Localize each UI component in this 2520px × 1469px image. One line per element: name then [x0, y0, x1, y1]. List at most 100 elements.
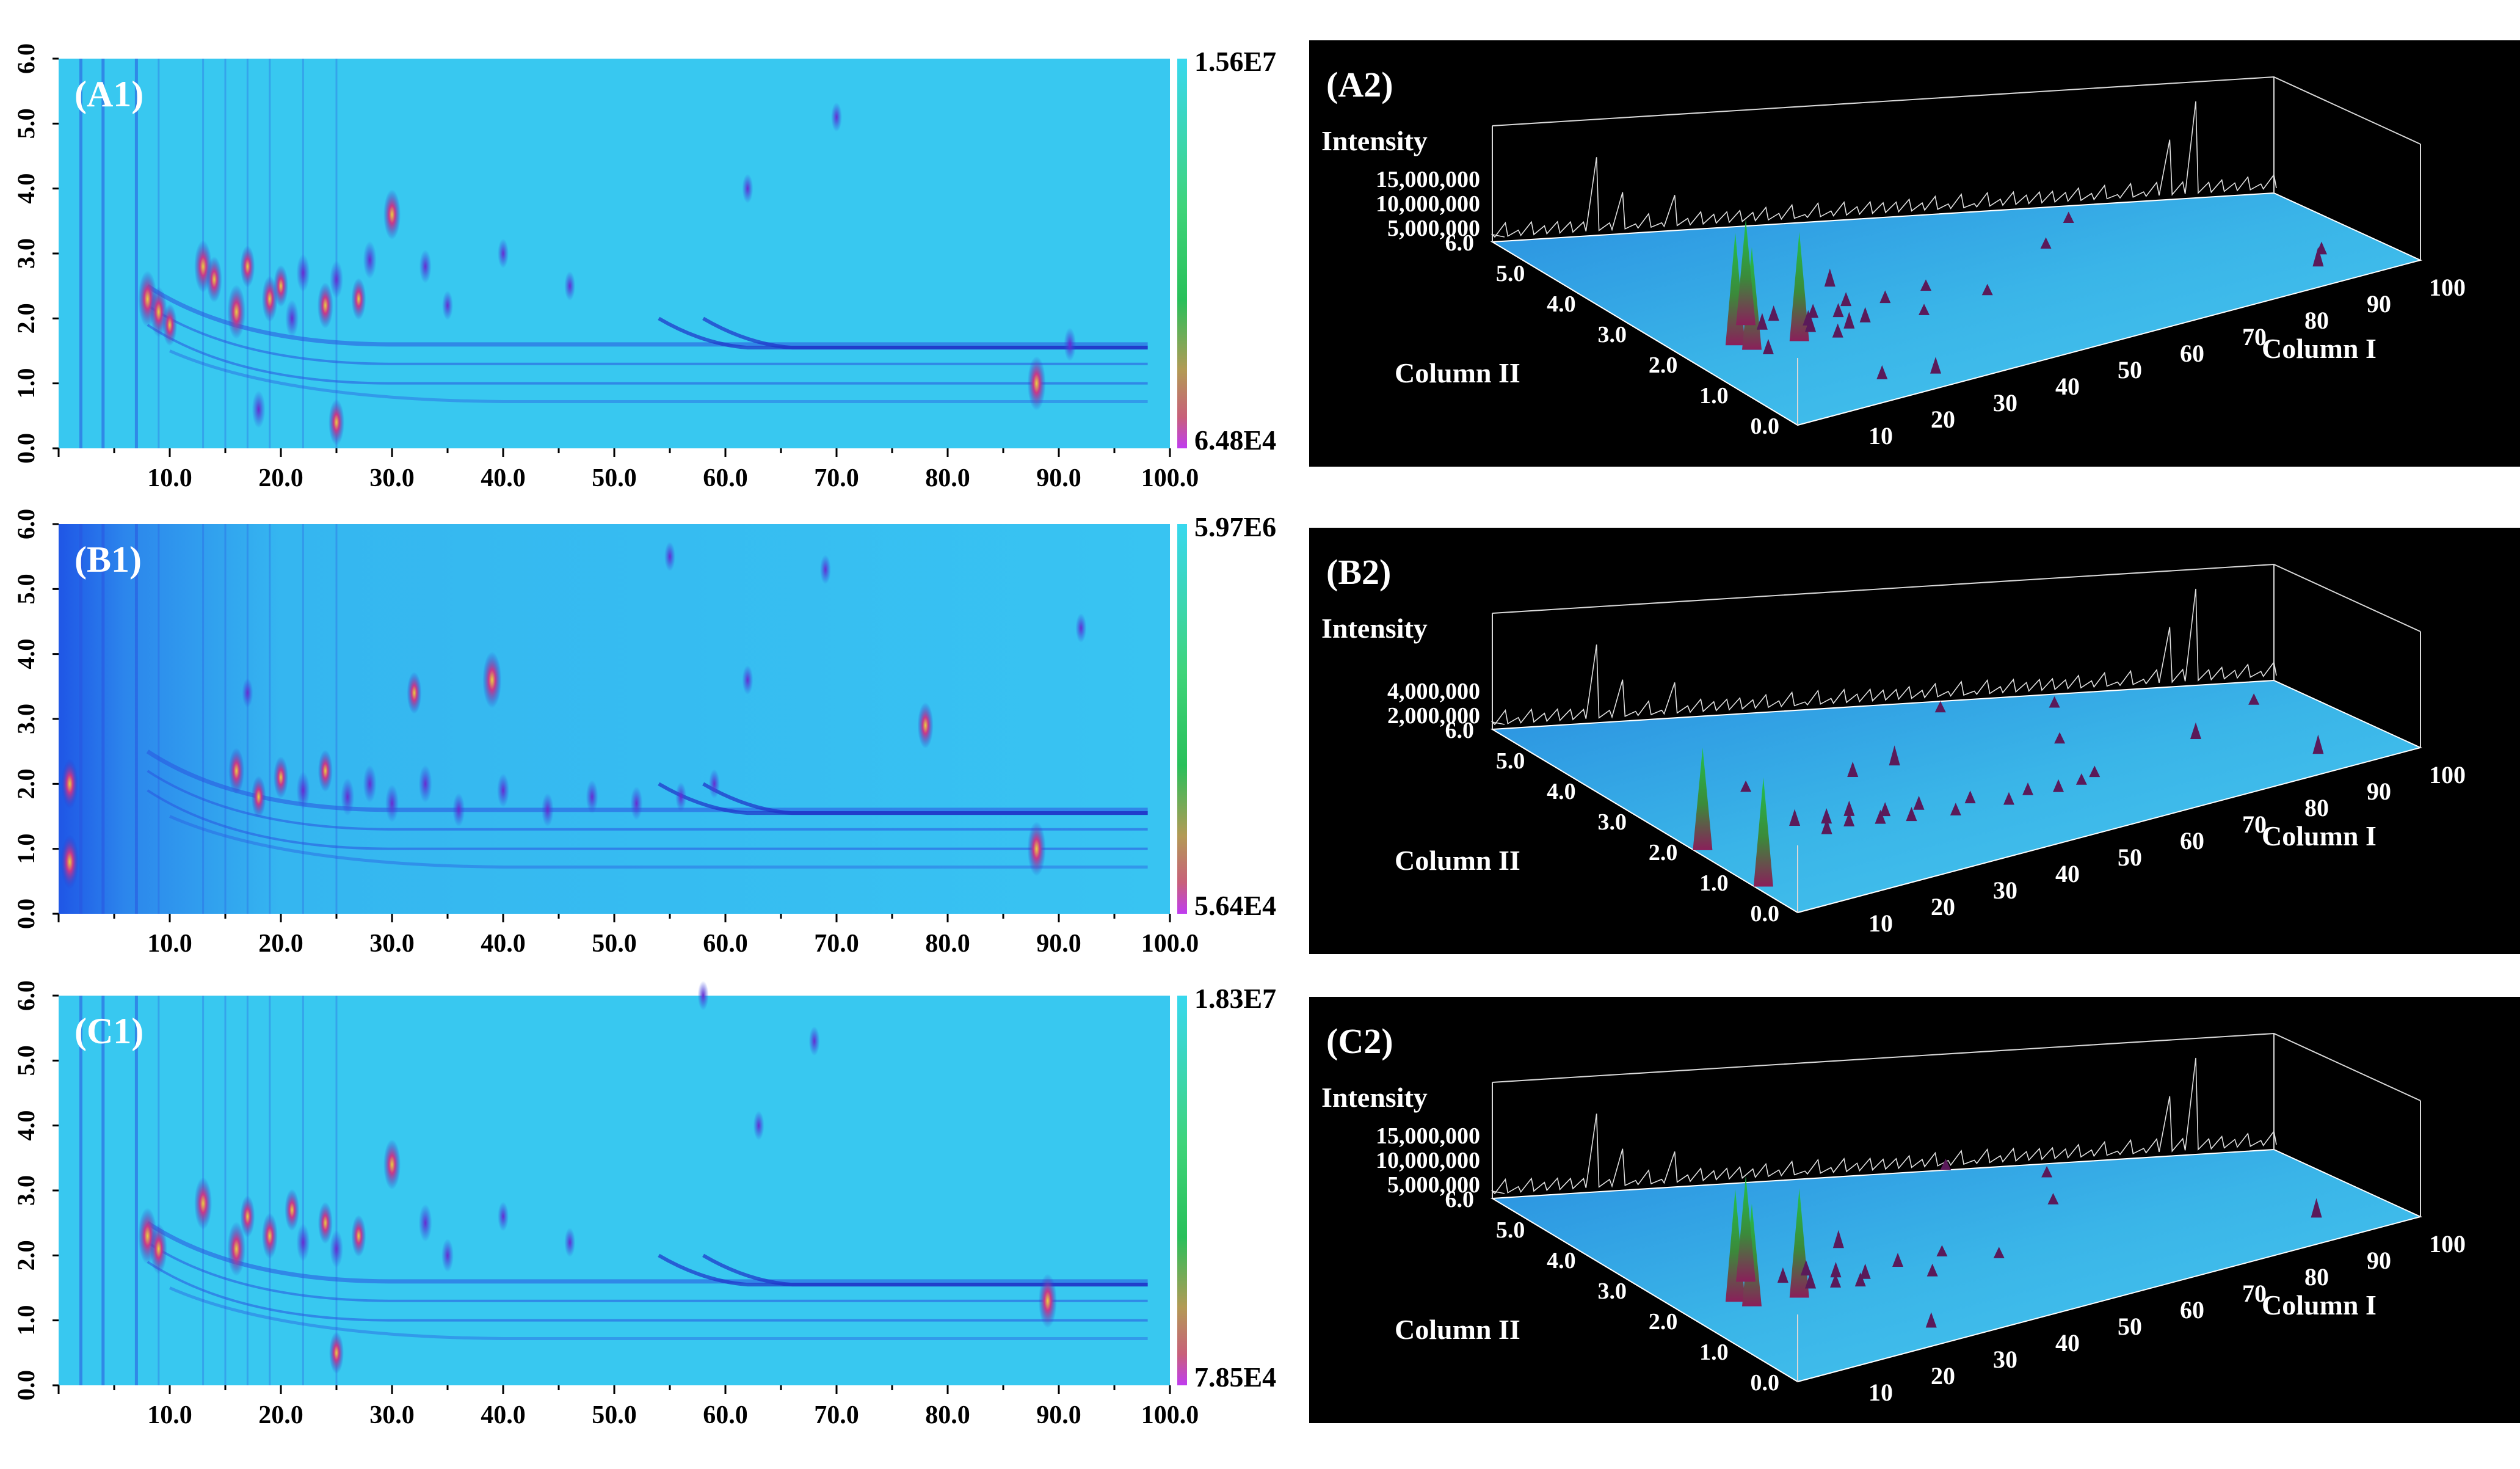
chromatogram-peak — [664, 541, 675, 572]
surface-peak — [1830, 1273, 1842, 1288]
colorbar-max-label: 5.97E6 — [1194, 511, 1276, 542]
chromatogram-peak — [1075, 613, 1087, 643]
panels-3d: (A2)Intensity15,000,00010,000,0005,000,0… — [1309, 40, 2520, 1423]
x-tick-label: 90.0 — [1036, 1401, 1081, 1429]
chromatogram-peak — [541, 793, 554, 827]
surface-peak — [1919, 304, 1930, 315]
y-tick-label: 1.0 — [12, 368, 40, 399]
x-tick-label: 100.0 — [1141, 930, 1199, 958]
chromatogram-peak — [351, 278, 366, 320]
baseline-band — [146, 284, 1148, 347]
chromatogram-peak — [418, 1204, 432, 1242]
surface-peak — [2054, 732, 2066, 744]
chromatogram-peak — [1038, 1274, 1057, 1329]
chromatogram-peak — [385, 784, 399, 823]
chromatogram-peak — [228, 748, 245, 794]
baseline-band — [169, 349, 1148, 403]
surface-peak — [1930, 357, 1941, 374]
surface-peak — [1847, 761, 1859, 778]
elution-curve — [658, 1253, 1148, 1287]
y-tick-label: 4.0 — [12, 173, 40, 204]
column-ii-tick-label: 3.0 — [1598, 322, 1627, 348]
surface-peak — [1736, 1175, 1756, 1282]
chromatogram-peak — [407, 672, 422, 714]
x-tick-label: 30.0 — [369, 1401, 415, 1429]
chromatogram-peak — [285, 299, 299, 338]
x-tick-label: 60.0 — [703, 930, 748, 958]
surface-peak — [1800, 1260, 1812, 1276]
column-i-tick-label: 70 — [2242, 1280, 2267, 1307]
x-tick-label: 60.0 — [703, 1401, 748, 1429]
y-tick-label: 0.0 — [12, 433, 40, 464]
y-tick-label: 5.0 — [12, 108, 40, 139]
x-tick-label: 20.0 — [258, 1401, 303, 1429]
y-tick-label: 0.0 — [12, 1370, 40, 1401]
panel-label: (A2) — [1326, 65, 1393, 104]
elution-curve — [658, 316, 1148, 350]
y-tick-label: 4.0 — [12, 639, 40, 669]
chromatogram-peak — [498, 238, 509, 269]
column-i-tick-label: 80 — [2304, 1263, 2329, 1291]
chromatogram-peak — [497, 773, 509, 807]
surface-peak — [2040, 237, 2052, 249]
chromatogram-peak — [318, 1201, 333, 1244]
y-tick-label: 3.0 — [12, 704, 40, 734]
surface-peak — [1753, 777, 1773, 887]
surface-peak — [2041, 1165, 2053, 1178]
y-tick-label: 3.0 — [12, 238, 40, 269]
y-tick-label: 1.0 — [12, 1305, 40, 1336]
column-ii-tick-label: 5.0 — [1496, 1217, 1525, 1243]
surface-peak — [1832, 1230, 1844, 1248]
column-i-tick-label: 40 — [2055, 1329, 2080, 1357]
chromatogram-peak — [1027, 356, 1046, 411]
chromatogram-peak — [753, 1110, 764, 1140]
column-ii-tick-label: 6.0 — [1445, 1187, 1475, 1212]
column-i-tick-label: 70 — [2242, 323, 2267, 351]
y-tick-label: 4.0 — [12, 1110, 40, 1141]
chromatogram-peak — [341, 778, 355, 816]
surface-peak — [2063, 211, 2074, 224]
intensity-tick-label: 2,000,000 — [1387, 703, 1480, 729]
chromatogram-peak — [251, 776, 266, 818]
x-tick-label: 10.0 — [147, 1401, 192, 1429]
projection-trace — [1491, 1057, 2277, 1195]
chromatogram-peak — [285, 1189, 300, 1231]
column-i-tick-label: 20 — [1931, 893, 1955, 920]
column-i-tick-label: 60 — [2180, 340, 2204, 367]
chromatogram-peak — [586, 780, 598, 814]
y-tick-label: 6.0 — [12, 509, 40, 539]
column-i-axis-label: Column I — [2262, 1289, 2377, 1321]
y-tick-label: 6.0 — [12, 980, 40, 1011]
surface-peak — [2047, 1193, 2059, 1205]
chromatogram-peak — [383, 189, 401, 240]
chromatogram-peak — [419, 249, 432, 283]
chromatogram-peak — [318, 749, 333, 792]
x-tick-label: 50.0 — [592, 1401, 637, 1429]
column-i-tick-label: 10 — [1868, 1379, 1893, 1406]
wireframe-box — [1492, 76, 2421, 425]
chromatogram-peak — [252, 390, 266, 429]
x-tick-label: 90.0 — [1036, 464, 1081, 492]
column-i-tick-label: 30 — [1993, 1346, 2017, 1373]
x-tick-label: 60.0 — [703, 464, 748, 492]
heatmap-panel-c1: 1.83E7 7.85E4 (C1) 0.0 1.0 2.0 3.0 4.0 5.0 6.0 10.… — [12, 980, 1276, 1429]
column-i-tick-label: 40 — [2055, 860, 2080, 888]
x-tick-label: 30.0 — [369, 464, 415, 492]
column-i-tick-label: 10 — [1868, 909, 1893, 937]
chromatogram-peak — [498, 1201, 509, 1231]
chromatogram-peak — [206, 256, 222, 303]
panel-label: (B2) — [1326, 552, 1391, 592]
column-ii-tick-label: 1.0 — [1699, 870, 1729, 896]
column-i-tick-label: 50 — [2118, 1313, 2142, 1340]
baseline-band — [147, 1261, 1148, 1322]
surface-peak — [1756, 313, 1768, 330]
surface-peak — [1879, 290, 1891, 304]
colorbar-max-label: 1.56E7 — [1194, 46, 1276, 77]
column-ii-tick-label: 1.0 — [1699, 383, 1729, 409]
x-tick-label: 40.0 — [481, 930, 526, 958]
surface-peak — [1843, 800, 1855, 816]
surface-peak — [1830, 1262, 1842, 1278]
x-tick-label: 80.0 — [925, 930, 970, 958]
chromatogram-peak — [351, 1215, 366, 1257]
